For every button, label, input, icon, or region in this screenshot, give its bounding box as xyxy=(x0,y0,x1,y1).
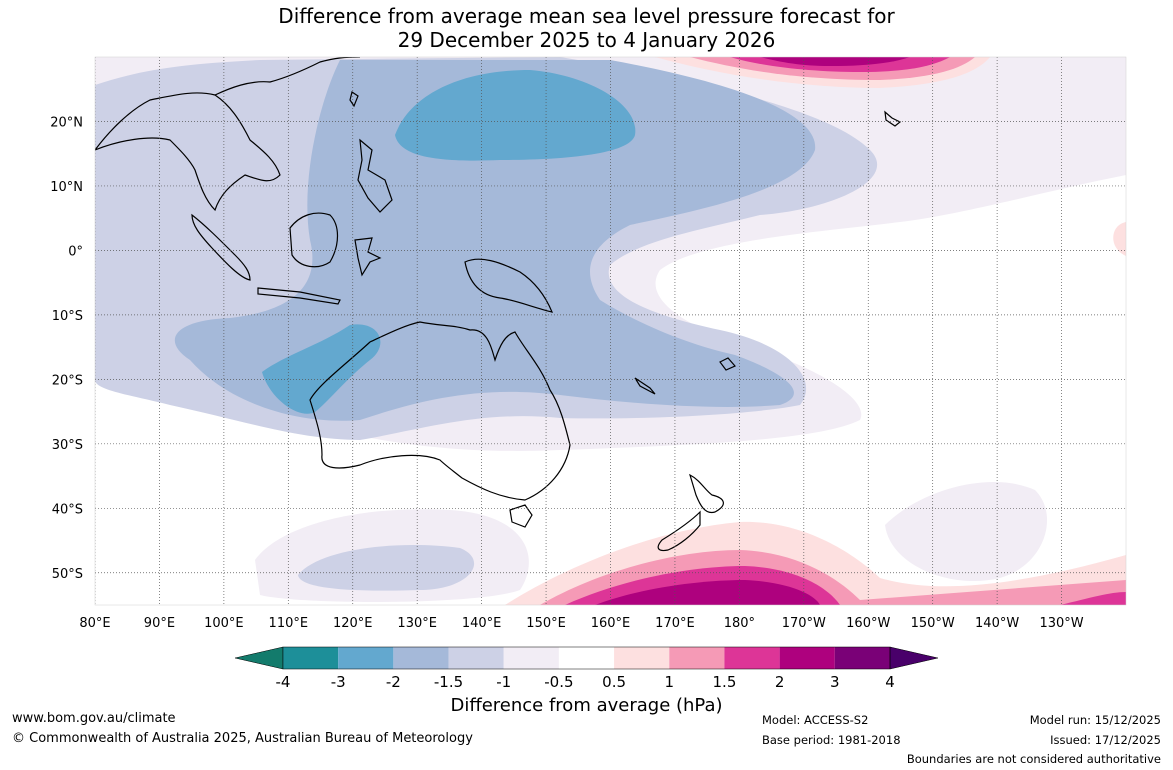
longitude-tick-label: 170°W xyxy=(782,616,826,631)
colorbar-tick-label: -2 xyxy=(386,673,401,690)
colorbar-segment xyxy=(834,647,890,669)
model-run-date: Model run: 15/12/2025 xyxy=(1029,713,1161,727)
tasmania-outline xyxy=(509,504,533,528)
java-outline xyxy=(257,287,341,305)
graticule xyxy=(95,57,1126,605)
title-line-2: 29 December 2025 to 4 January 2026 xyxy=(397,28,776,52)
map-title: Difference from average mean sea level p… xyxy=(0,4,1173,52)
pressure-anomaly-map: 80°E 90°E 100°E 110°E 120°E 130°E 140°E 150°E 16… xyxy=(50,56,1127,690)
philippines-outline xyxy=(357,138,393,213)
colorbar-segment xyxy=(779,647,835,669)
latitude-tick-label: 50°S xyxy=(52,567,83,582)
model-name: Model: ACCESS-S2 xyxy=(762,713,869,727)
colorbar-border xyxy=(282,646,891,670)
map-border xyxy=(94,56,1127,606)
longitude-tick-label: 180° xyxy=(724,616,755,631)
longitude-tick-label: 150°E xyxy=(526,616,566,631)
longitude-tick-label: 100°E xyxy=(204,616,244,631)
map-frame xyxy=(95,57,1126,605)
latitude-tick-label: 20°N xyxy=(50,115,83,130)
colorbar-tick-label: -0.5 xyxy=(544,673,573,690)
bom-url[interactable]: www.bom.gov.au/climate xyxy=(12,711,176,726)
sumatra-outline xyxy=(191,213,251,281)
new-guinea-outline xyxy=(464,258,553,313)
colorbar-tick-label: -4 xyxy=(276,673,291,690)
latitude-tick-label: 0° xyxy=(68,244,83,259)
latitude-tick-label: 20°S xyxy=(52,373,83,388)
colorbar-segment xyxy=(448,647,504,669)
colorbar-segment xyxy=(283,647,339,669)
colorbar-tick-label: 1 xyxy=(664,673,674,690)
sulawesi-outline xyxy=(354,237,382,277)
colorbar-tick-label: -1 xyxy=(496,673,511,690)
taiwan-outline xyxy=(349,91,359,108)
anomaly-region-minus-2-west xyxy=(262,324,381,414)
colorbar-label: Difference from average (hPa) xyxy=(450,695,723,716)
colorbar-segment xyxy=(669,647,725,669)
longitude-tick-label: 130°W xyxy=(1039,616,1083,631)
longitude-tick-label: 140°E xyxy=(462,616,502,631)
colorbar-tick-label: 1.5 xyxy=(713,673,737,690)
anomaly-region-minus-1-south xyxy=(298,545,475,591)
borneo-outline xyxy=(289,212,339,268)
new-zealand-north-outline xyxy=(689,473,724,514)
boundaries-disclaimer: Boundaries are not considered authoritat… xyxy=(906,752,1161,766)
colorbar-tick-label: 3 xyxy=(830,673,840,690)
longitude-tick-label: 160°W xyxy=(846,616,890,631)
new-zealand-south-outline xyxy=(657,510,701,552)
longitude-tick-label: 110°E xyxy=(269,616,309,631)
colorbar-segment xyxy=(558,647,615,669)
longitude-tick-label: 80°E xyxy=(79,616,110,631)
copyright-notice: © Commonwealth of Australia 2025, Austra… xyxy=(12,731,473,746)
longitude-tick-label: 140°W xyxy=(975,616,1019,631)
latitude-tick-label: 30°S xyxy=(52,438,83,453)
fiji-outline xyxy=(719,357,736,371)
australia-outline xyxy=(309,321,571,501)
latitude-tick-label: 10°S xyxy=(52,309,83,324)
title-line-1: Difference from average mean sea level p… xyxy=(278,4,895,28)
issued-date: Issued: 17/12/2025 xyxy=(1050,733,1161,747)
anomaly-region-minus-2 xyxy=(395,70,636,161)
colorbar-segment xyxy=(393,647,449,669)
longitude-labels: 80°E 90°E 100°E 110°E 120°E 130°E 140°E 150°E 16… xyxy=(79,616,1083,631)
colorbar-segment xyxy=(724,647,780,669)
anomaly-region-plus-0.5-east xyxy=(1113,222,1126,256)
colorbar-tick-label: -1.5 xyxy=(434,673,463,690)
colorbar-tick-label: 2 xyxy=(775,673,785,690)
longitude-tick-label: 130°E xyxy=(397,616,437,631)
colorbar-segment xyxy=(338,647,394,669)
anomaly-region-minus-0.5-east xyxy=(885,482,1048,582)
colorbar-max-arrow xyxy=(889,646,939,670)
anomaly-region-plus-1.5-southeast xyxy=(1060,592,1126,605)
anomaly-region-minus-1.5 xyxy=(174,60,816,421)
longitude-tick-label: 170°E xyxy=(655,616,695,631)
colorbar-segment xyxy=(503,647,559,669)
coastlines xyxy=(95,57,902,552)
longitude-tick-label: 160°E xyxy=(591,616,631,631)
colorbar-segment xyxy=(614,647,670,669)
new-caledonia-outline xyxy=(634,377,656,395)
latitude-tick-label: 10°N xyxy=(50,180,83,195)
longitude-tick-label: 120°E xyxy=(333,616,373,631)
longitude-tick-label: 150°W xyxy=(911,616,955,631)
anomaly-region-plus-2-south xyxy=(595,580,820,605)
longitude-tick-label: 90°E xyxy=(144,616,175,631)
base-period: Base period: 1981-2018 xyxy=(762,733,901,747)
latitude-tick-label: 40°S xyxy=(52,502,83,517)
colorbar-tick-label: -3 xyxy=(331,673,346,690)
colorbar-min-arrow xyxy=(234,646,284,670)
china-coast-outline xyxy=(214,57,361,96)
hawaii-outline xyxy=(884,110,902,127)
southeast-asia-outline xyxy=(95,92,281,212)
colorbar: -4 -3 -2 -1.5 -1 -0.5 0.5 1 1.5 2 3 4 xyxy=(234,646,939,690)
colorbar-tick-label: 4 xyxy=(885,673,895,690)
anomaly-region-plus-2-north xyxy=(760,57,910,66)
latitude-labels: 20°N 10°N 0° 10°S 20°S 30°S 40°S 50°S xyxy=(50,115,83,581)
colorbar-tick-label: 0.5 xyxy=(602,673,626,690)
